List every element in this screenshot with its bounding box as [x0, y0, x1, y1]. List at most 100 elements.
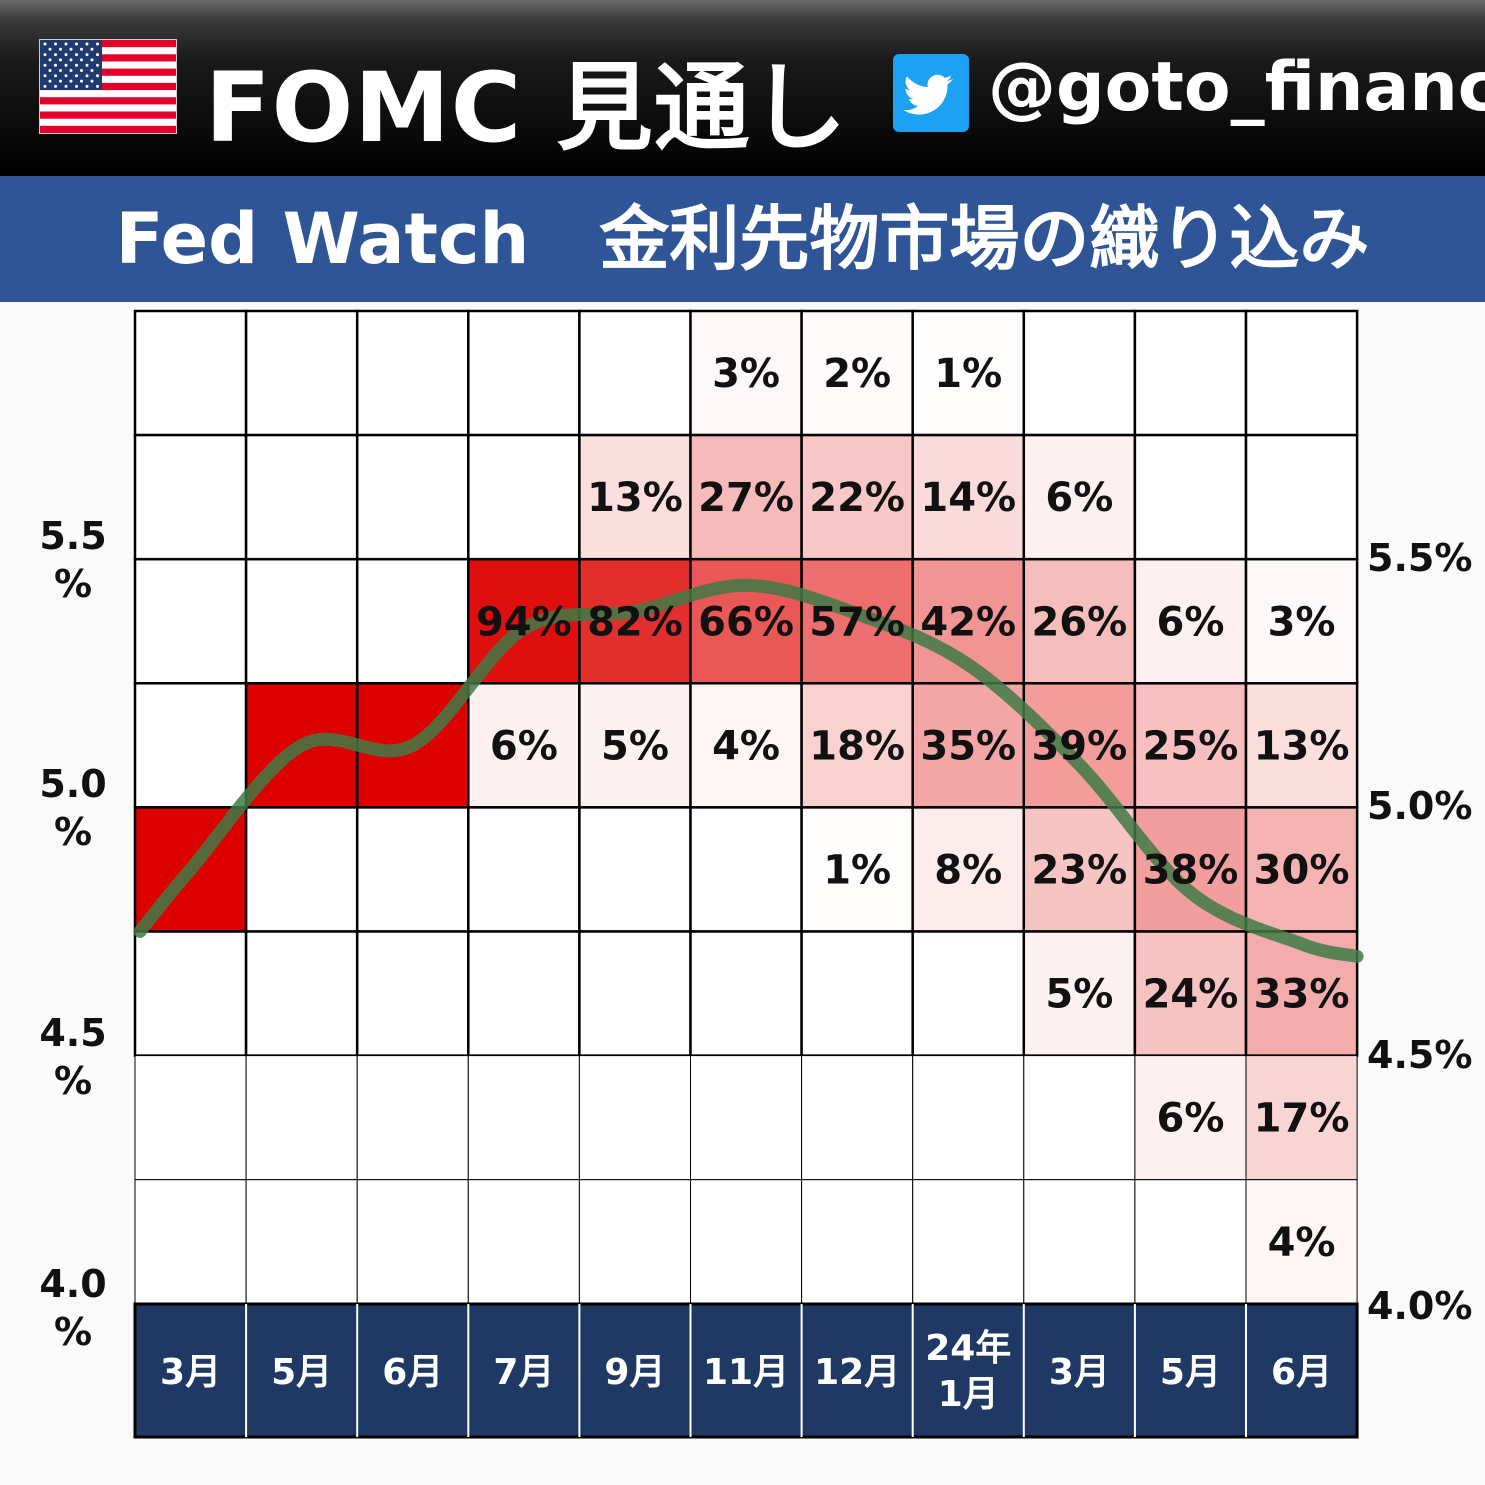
heatmap-cell — [133, 433, 248, 561]
tick-label: 5.5 % — [39, 514, 107, 606]
heatmap-cell — [578, 309, 692, 437]
data-label: 1% — [934, 351, 1002, 397]
data-label: 25% — [1143, 723, 1239, 769]
x-tick-label: 7月 — [493, 1352, 554, 1393]
heatmap-cell — [467, 806, 581, 933]
heatmap-cell — [467, 1179, 580, 1305]
data-label: 6% — [490, 723, 558, 769]
x-tick-label: 11月 — [703, 1352, 789, 1393]
heatmap-cell — [689, 930, 803, 1057]
heatmap-cell — [133, 309, 248, 437]
data-label: 17% — [1254, 1096, 1350, 1142]
heatmap-cell — [134, 1055, 247, 1181]
heatmap-cell — [690, 1179, 803, 1305]
heatmap-cell — [912, 1179, 1025, 1305]
page-title: FOMC 見通し — [205, 52, 848, 164]
heatmap-cell — [244, 806, 359, 933]
left-axis-label: 4.5 % — [28, 1009, 118, 1105]
heatmap-cell — [356, 1055, 469, 1181]
heatmap-cell — [912, 1055, 1025, 1181]
heatmap-cell — [1244, 557, 1359, 685]
header: FOMC 見通し @goto_finance — [0, 0, 1485, 176]
right-axis-label: 4.0% — [1367, 1284, 1473, 1328]
data-label: 39% — [1031, 723, 1127, 769]
heatmap-cell — [801, 1055, 914, 1181]
heatmap-cell — [578, 1055, 692, 1181]
x-tick-label: 5月 — [1160, 1352, 1221, 1393]
heatmap-cell — [800, 930, 914, 1057]
heatmap-cell — [1022, 309, 1137, 437]
heatmap-cell — [690, 1055, 803, 1181]
data-label: 42% — [920, 599, 1016, 645]
heatmap-cell — [355, 433, 470, 561]
month-axis — [133, 1302, 1359, 1439]
heatmap-cell — [355, 557, 470, 685]
heatmap-cell — [578, 930, 692, 1057]
data-label: 3% — [712, 351, 780, 397]
heatmap-cell — [467, 1055, 580, 1181]
data-label: 24% — [1143, 972, 1239, 1018]
data-label: 35% — [920, 723, 1016, 769]
us-flag-icon — [39, 39, 177, 134]
heatmap-cell — [911, 433, 1026, 561]
x-tick-label: 24年 — [925, 1328, 1011, 1369]
data-label: 38% — [1143, 847, 1239, 893]
data-label: 23% — [1031, 847, 1127, 893]
data-label: 6% — [1156, 1096, 1224, 1142]
data-label: 8% — [934, 847, 1002, 893]
heatmap-cell — [133, 557, 248, 685]
heatmap-cell — [133, 682, 248, 809]
heatmap-cell — [244, 930, 359, 1057]
data-label: 5% — [601, 723, 669, 769]
twitter-handle[interactable]: @goto_finance — [988, 48, 1485, 127]
heatmap-cell — [1134, 1179, 1247, 1305]
heatmap-cell — [911, 930, 1026, 1057]
x-tick-label: 6月 — [382, 1352, 443, 1393]
x-tick-label: 12月 — [814, 1352, 900, 1393]
x-tick-label: 1月 — [938, 1374, 999, 1415]
data-label: 13% — [1254, 723, 1350, 769]
x-tick-label: 3月 — [160, 1352, 221, 1393]
data-label: 27% — [698, 475, 794, 521]
x-tick-label: 6月 — [1271, 1352, 1332, 1393]
heatmap-cell — [244, 433, 359, 561]
heatmap-cell — [578, 682, 692, 809]
heatmap-cell — [245, 1179, 358, 1305]
x-tick-label: 9月 — [604, 1352, 665, 1393]
heatmap-cell — [467, 930, 581, 1057]
heatmap-cell — [1244, 682, 1359, 809]
heatmap-cell — [1022, 433, 1137, 561]
twitter-icon[interactable] — [893, 54, 969, 132]
data-label: 18% — [809, 723, 905, 769]
heatmap-cell — [800, 433, 914, 561]
tick-label: 5.0 % — [39, 762, 107, 854]
data-label: 2% — [823, 351, 891, 397]
heatmap-cell — [355, 309, 470, 437]
data-label: 14% — [920, 475, 1016, 521]
left-axis-label: 4.0 % — [28, 1260, 118, 1356]
x-tick-label: 3月 — [1049, 1352, 1110, 1393]
heatmap-cell — [244, 309, 359, 437]
data-label: 13% — [587, 475, 683, 521]
data-label: 66% — [698, 599, 794, 645]
heatmap-cell — [911, 682, 1026, 809]
heatmap-cell — [1245, 1055, 1358, 1181]
subtitle: Fed Watch 金利先物市場の織り込み — [0, 176, 1485, 302]
heatmap-cell — [578, 806, 692, 933]
heatmap-cell — [244, 557, 359, 685]
heatmap-cell — [689, 309, 803, 437]
heatmap-cell — [1022, 682, 1137, 809]
heatmap-cell — [1244, 806, 1359, 933]
heatmap-cell — [245, 1055, 358, 1181]
right-axis-label: 4.5% — [1367, 1033, 1473, 1077]
heatmap-cell — [1244, 309, 1359, 437]
heatmap-cell — [578, 557, 692, 685]
data-label: 4% — [1268, 1220, 1336, 1266]
heatmap-cell — [467, 433, 581, 561]
heatmap-cell — [689, 806, 803, 933]
heatmap-cell — [800, 682, 914, 809]
left-axis-label: 5.0 % — [28, 760, 118, 856]
heatmap-cell — [1023, 1179, 1136, 1305]
heatmap-cell — [1133, 433, 1248, 561]
